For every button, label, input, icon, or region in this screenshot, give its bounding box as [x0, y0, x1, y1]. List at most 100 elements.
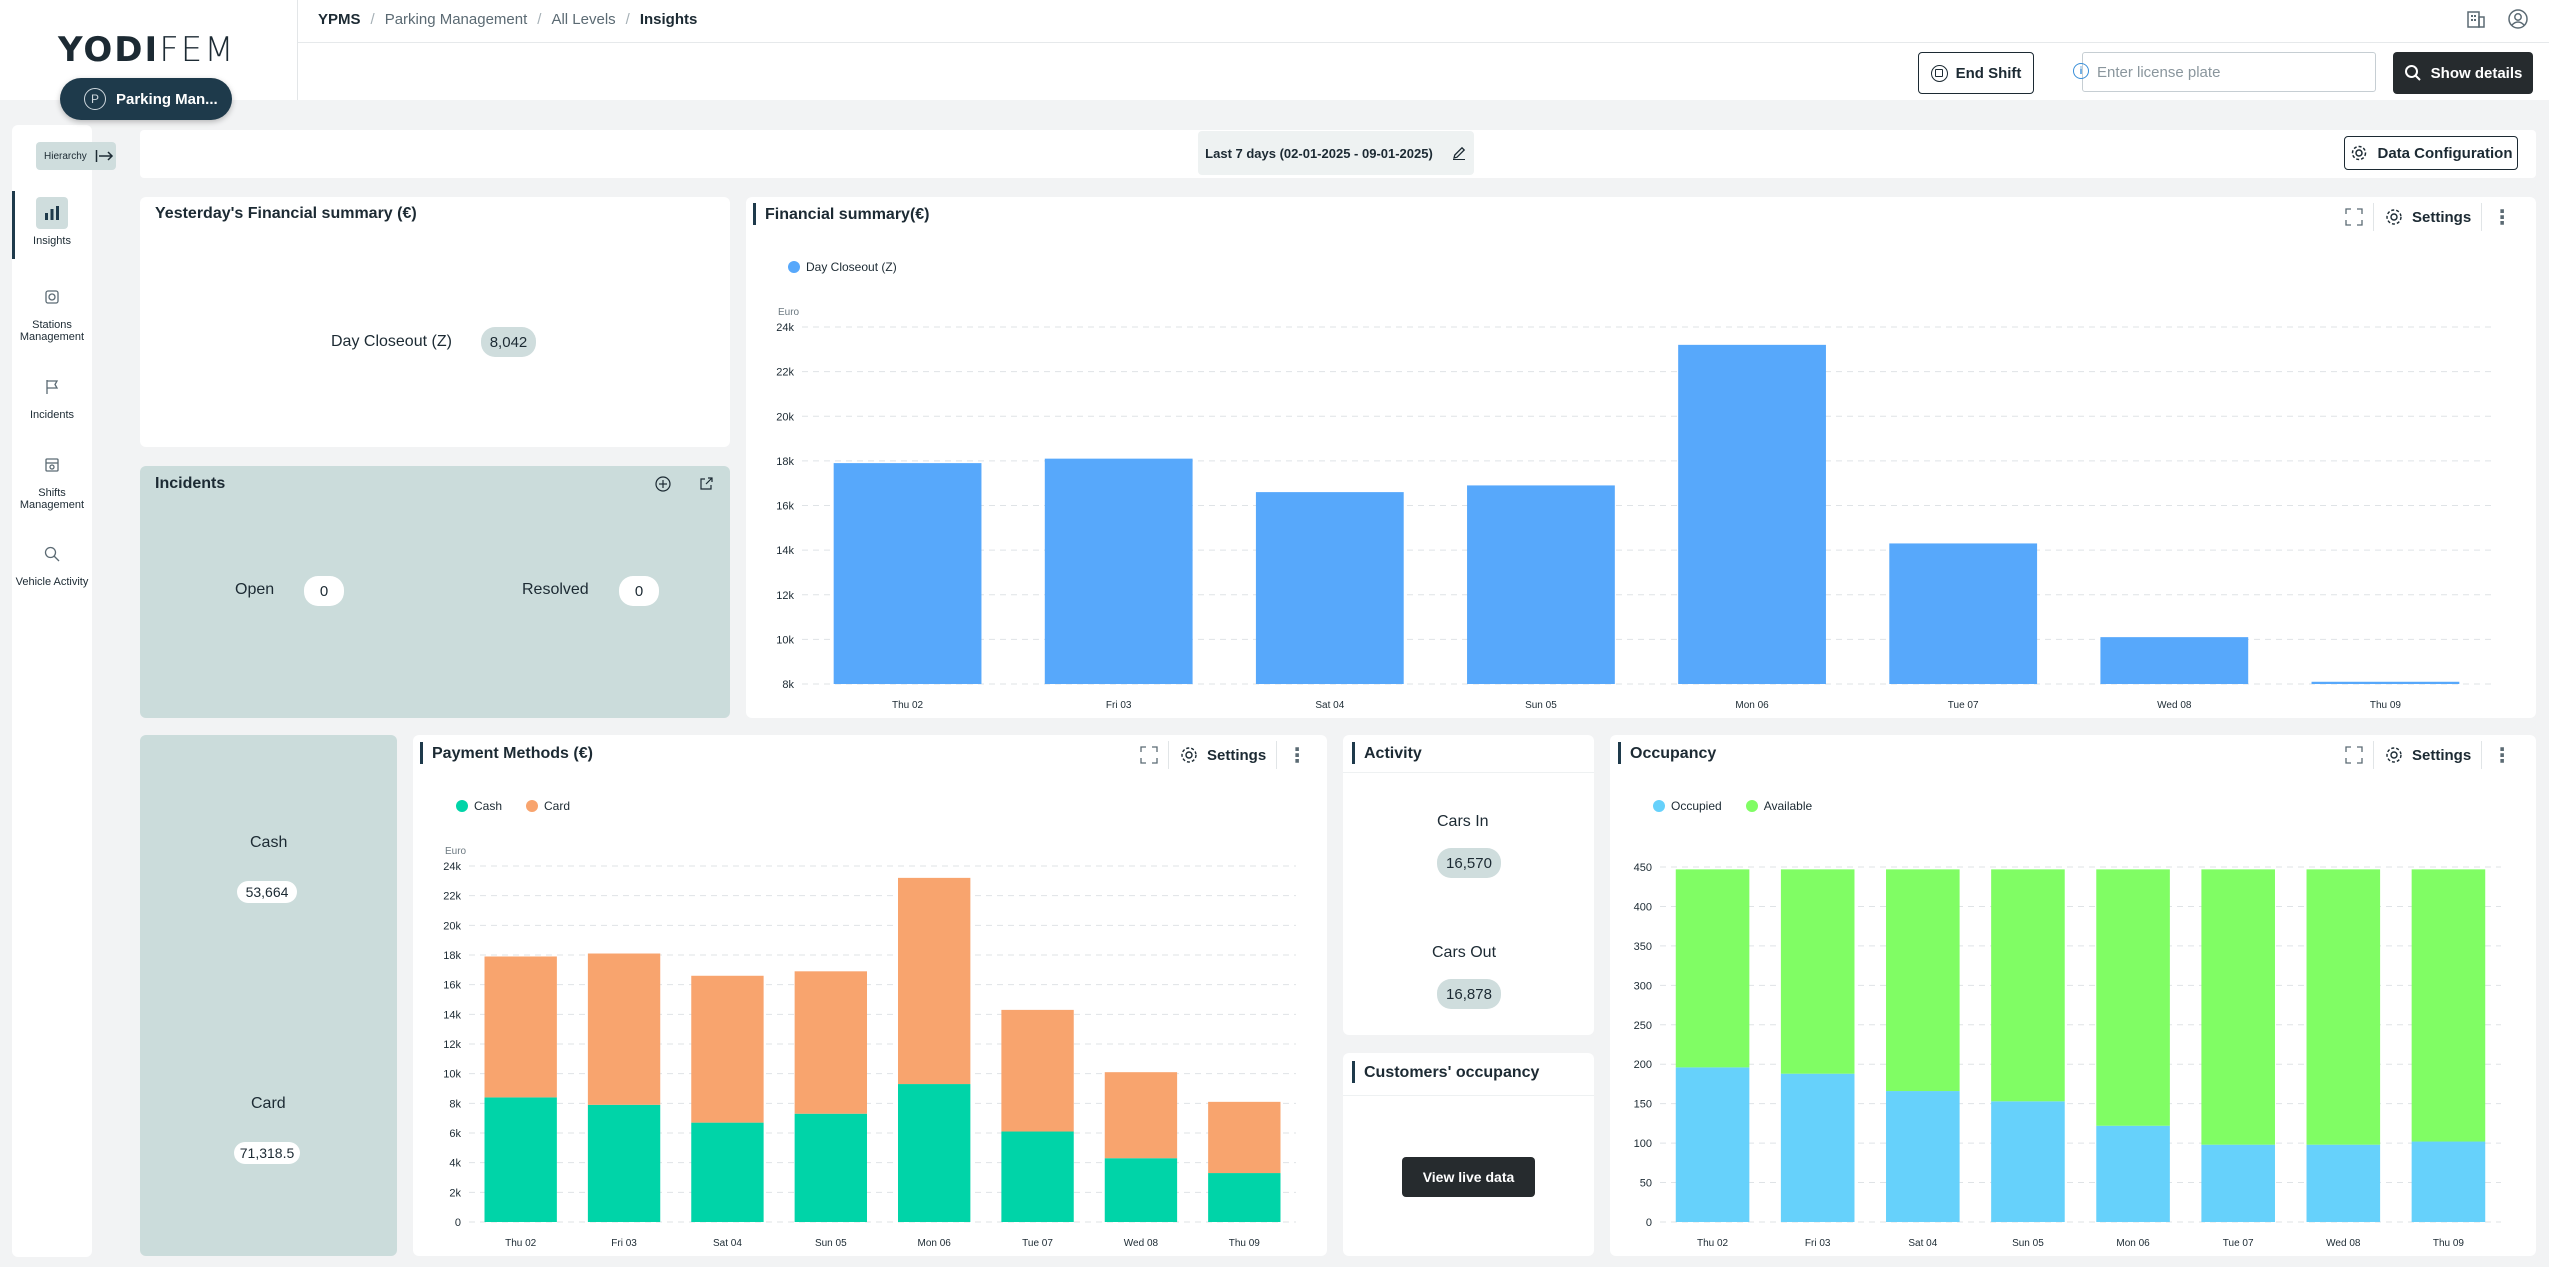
bar-day-closeout-z-	[1678, 344, 1826, 684]
occupancy-settings-button[interactable]: Settings	[2384, 745, 2471, 765]
y-tick-label: 350	[1634, 941, 1652, 953]
x-tick-label: Sun 05	[815, 1238, 847, 1249]
more-options-icon[interactable]: ⋮	[2492, 744, 2513, 767]
date-range-selector[interactable]: Last 7 days (02-01-2025 - 09-01-2025)	[1198, 131, 1474, 175]
day-closeout-value: 8,042	[481, 327, 536, 357]
chart-icon	[36, 197, 68, 229]
y-tick-label: 24k	[443, 861, 461, 873]
parking-icon: P	[84, 88, 106, 110]
y-tick-label: 18k	[443, 950, 461, 962]
legend-item-available[interactable]: Available	[1745, 799, 1812, 813]
bar-day-closeout-z-	[833, 463, 982, 684]
occupancy-card	[1610, 735, 2536, 1256]
y-tick-label: 12k	[776, 590, 794, 602]
app-switcher-button[interactable]: P Parking Man...	[60, 78, 232, 120]
bar-available	[2096, 869, 2170, 1126]
toolbar-divider	[1276, 741, 1278, 769]
x-tick-label: Thu 02	[505, 1238, 537, 1249]
hierarchy-toggle[interactable]: Hierarchy	[36, 142, 116, 170]
building-icon[interactable]	[2465, 8, 2487, 30]
x-tick-label: Sun 05	[2012, 1238, 2044, 1249]
y-tick-label: 8k	[782, 679, 794, 691]
sidebar-item-label: Shifts Management	[19, 487, 85, 511]
legend-item-cash[interactable]: Cash	[456, 799, 502, 813]
settings-icon	[1181, 747, 1197, 763]
user-icon[interactable]	[2507, 8, 2529, 30]
bar-cash	[1001, 1131, 1074, 1222]
yesterday-summary-card	[140, 197, 730, 447]
x-tick-label: Mon 06	[2116, 1238, 2150, 1249]
date-range-label: Last 7 days (02-01-2025 - 09-01-2025)	[1205, 145, 1433, 161]
sidebar-item-stations[interactable]: Stations Management	[12, 281, 92, 343]
y-tick-label: 300	[1634, 980, 1652, 992]
resolved-incidents-label: Resolved	[522, 581, 589, 598]
fullscreen-icon[interactable]	[2345, 746, 2363, 764]
cars-out-value: 16,878	[1437, 979, 1501, 1009]
x-tick-label: Sat 04	[713, 1238, 742, 1249]
bar-card	[1104, 1072, 1178, 1159]
end-shift-button[interactable]: End Shift	[1918, 52, 2034, 94]
open-external-icon[interactable]	[698, 476, 714, 492]
occupancy-title: Occupancy	[1617, 742, 1717, 764]
breadcrumb-item-parking[interactable]: Parking Management	[384, 11, 528, 28]
fullscreen-icon[interactable]	[2345, 208, 2363, 226]
stations-icon	[36, 281, 68, 313]
sidebar-item-shifts[interactable]: Shifts Management	[12, 449, 92, 511]
financial-summary-card	[746, 197, 2536, 718]
payment-settings-label: Settings	[1207, 746, 1267, 764]
license-plate-input[interactable]	[2082, 52, 2376, 92]
show-details-button[interactable]: Show details	[2393, 52, 2533, 94]
toolbar-divider	[2481, 741, 2483, 769]
y-tick-label: 400	[1634, 901, 1652, 913]
bar-day-closeout-z-	[1467, 485, 1615, 684]
breadcrumb-item-levels[interactable]: All Levels	[551, 11, 616, 28]
data-configuration-button[interactable]: Data Configuration	[2344, 136, 2518, 170]
breadcrumb-item-ypms[interactable]: YPMS	[318, 11, 361, 28]
bar-card	[794, 971, 867, 1114]
sidebar-item-insights[interactable]: Insights	[12, 191, 92, 259]
sidebar-item-label: Stations Management	[19, 319, 85, 343]
payment-methods-chart: Euro 0 2k 4k 6k 8k 10k 12k 14k 16k 18k 20k 22k 24k Thu…	[443, 846, 1296, 1249]
sidebar-item-incidents[interactable]: Incidents	[12, 371, 92, 421]
view-live-data-button[interactable]: View live data	[1402, 1157, 1535, 1197]
search-icon	[2404, 65, 2421, 81]
bar-occupied	[1780, 1073, 1855, 1222]
sidebar-item-vehicle-activity[interactable]: Vehicle Activity	[12, 538, 92, 588]
breadcrumb-item-insights: Insights	[639, 11, 698, 28]
payment-settings-button[interactable]: Settings	[1179, 745, 1266, 765]
breadcrumb-separator: /	[370, 11, 375, 28]
bar-cash	[794, 1113, 867, 1222]
add-incident-icon[interactable]	[655, 476, 671, 492]
sidebar	[12, 125, 92, 1257]
breadcrumb-separator: /	[625, 11, 630, 28]
more-options-icon[interactable]: ⋮	[1287, 744, 1308, 767]
bar-card	[484, 956, 557, 1098]
y-tick-label: 10k	[776, 634, 794, 646]
x-tick-label: Tue 07	[2223, 1238, 2254, 1249]
more-options-icon[interactable]: ⋮	[2492, 206, 2513, 229]
bar-available	[2411, 869, 2486, 1142]
fullscreen-icon[interactable]	[1140, 746, 1158, 764]
financial-settings-label: Settings	[2412, 208, 2472, 226]
bar-available	[2201, 869, 2275, 1145]
financial-legend: Day Closeout (Z)	[788, 260, 897, 274]
payment-toolbar: Settings ⋮	[1140, 741, 1307, 769]
cars-in-label: Cars In	[1437, 813, 1489, 830]
bar-available	[1675, 869, 1750, 1068]
y-tick-label: 20k	[443, 920, 461, 932]
toolbar-divider	[1168, 741, 1169, 769]
show-details-label: Show details	[2430, 64, 2523, 82]
legend-item-day-closeout[interactable]: Day Closeout (Z)	[788, 260, 897, 274]
resolved-incidents-value: 0	[619, 576, 659, 606]
legend-item-card[interactable]: Card	[526, 799, 570, 813]
activity-divider	[1343, 772, 1594, 773]
bar-occupied	[1991, 1101, 2065, 1222]
x-tick-label: Fri 03	[1805, 1238, 1831, 1249]
financial-settings-button[interactable]: Settings	[2384, 207, 2471, 227]
header-divider	[298, 42, 2549, 43]
legend-item-occupied[interactable]: Occupied	[1653, 799, 1722, 813]
occupancy-chart: 0 50 100 150 200 250 300 350 400 450 Thu 02 Fri 03 S…	[1634, 862, 2501, 1249]
info-icon: i	[2073, 63, 2089, 79]
bar-occupied	[2201, 1144, 2275, 1222]
y-tick-label: 12k	[443, 1039, 461, 1051]
